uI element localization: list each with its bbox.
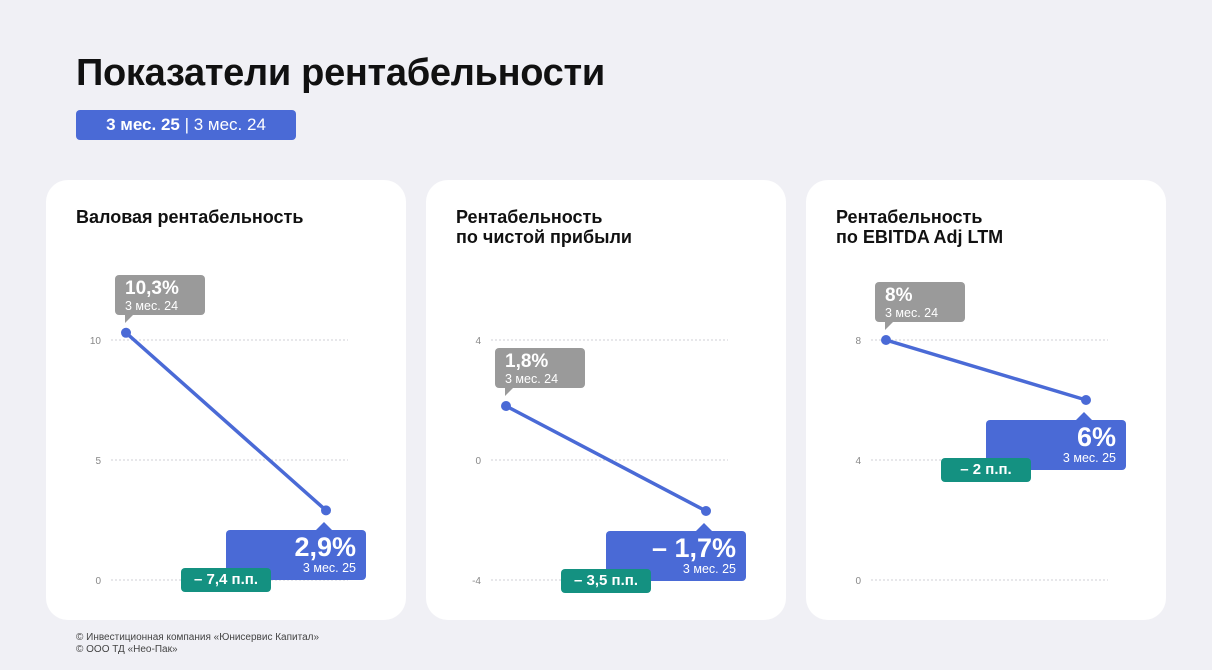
- period-legend-badge: 3 мес. 25 | 3 мес. 24: [76, 110, 296, 140]
- previous-value-callout: 1,8% 3 мес. 24: [495, 348, 585, 396]
- current-value-callout: – 1,7% 3 мес. 25: [606, 523, 746, 581]
- chart-card-net-profit-margin: Рентабельность по чистой прибыли -4 0 4 1,…: [426, 180, 786, 620]
- delta-badge: – 2 п.п.: [941, 458, 1031, 482]
- current-value: 2,9%: [294, 532, 356, 563]
- data-point-previous: [121, 327, 131, 338]
- period-separator: |: [179, 115, 194, 134]
- copyright-line: © ООО ТД «Нео-Пак»: [76, 644, 178, 655]
- page-title: Показатели рентабельности: [76, 52, 605, 94]
- y-tick-label: 0: [855, 576, 861, 587]
- period-current-label: 3 мес. 25: [106, 115, 180, 134]
- y-tick-label: 5: [95, 456, 101, 467]
- current-value: 6%: [1076, 422, 1116, 452]
- delta-badge: – 7,4 п.п.: [181, 568, 271, 593]
- previous-period-label: 3 мес. 24: [505, 372, 559, 386]
- previous-value: 8%: [885, 285, 913, 306]
- chart-title: Рентабельность по чистой прибыли: [456, 207, 632, 247]
- previous-value-callout: 8% 3 мес. 24: [875, 282, 965, 330]
- line-chart: 0 4 8: [855, 335, 1108, 587]
- y-tick-label: 4: [475, 336, 481, 347]
- y-tick-label: -4: [472, 576, 481, 587]
- period-previous-label: 3 мес. 24: [193, 115, 266, 134]
- data-point-previous: [881, 335, 891, 345]
- previous-value: 10,3%: [125, 277, 179, 299]
- current-period-label: 3 мес. 25: [1062, 451, 1116, 465]
- y-tick-label: 10: [90, 336, 102, 347]
- series-line: [504, 404, 708, 513]
- chart-card-gross-margin: Валовая рентабельность 0 5 10 10,3% 3 мес.…: [46, 180, 406, 620]
- y-tick-label: 4: [855, 456, 861, 467]
- current-value-callout: 6% 3 мес. 25: [986, 412, 1126, 470]
- previous-period-label: 3 мес. 24: [885, 306, 939, 320]
- current-period-label: 3 мес. 25: [302, 561, 356, 576]
- previous-value-callout: 10,3% 3 мес. 24: [115, 274, 205, 323]
- current-period-label: 3 мес. 25: [682, 562, 736, 576]
- y-tick-label: 0: [95, 576, 101, 587]
- data-point-current: [1081, 395, 1091, 405]
- footer-copyright: © Инвестиционная компания «Юнисервис Кап…: [76, 632, 319, 656]
- chart-title: Рентабельность по EBITDA Adj LTM: [836, 207, 1004, 247]
- previous-value: 1,8%: [505, 351, 549, 372]
- data-point-previous: [501, 401, 511, 411]
- data-point-current: [701, 506, 711, 516]
- data-point-current: [321, 505, 331, 516]
- y-tick-label: 8: [855, 336, 861, 347]
- copyright-line: © Инвестиционная компания «Юнисервис Кап…: [76, 632, 320, 643]
- delta-badge: – 3,5 п.п.: [561, 569, 651, 593]
- chart-card-ebitda-margin: Рентабельность по EBITDA Adj LTM 0 4 8 8% …: [806, 180, 1166, 620]
- current-value: – 1,7%: [651, 533, 736, 563]
- y-tick-label: 0: [475, 456, 481, 467]
- series-line: [124, 331, 328, 513]
- previous-period-label: 3 мес. 24: [125, 298, 179, 313]
- series-line: [884, 338, 1088, 402]
- chart-title: Валовая рентабельность: [76, 207, 304, 227]
- current-value-callout: 2,9% 3 мес. 25: [226, 522, 366, 581]
